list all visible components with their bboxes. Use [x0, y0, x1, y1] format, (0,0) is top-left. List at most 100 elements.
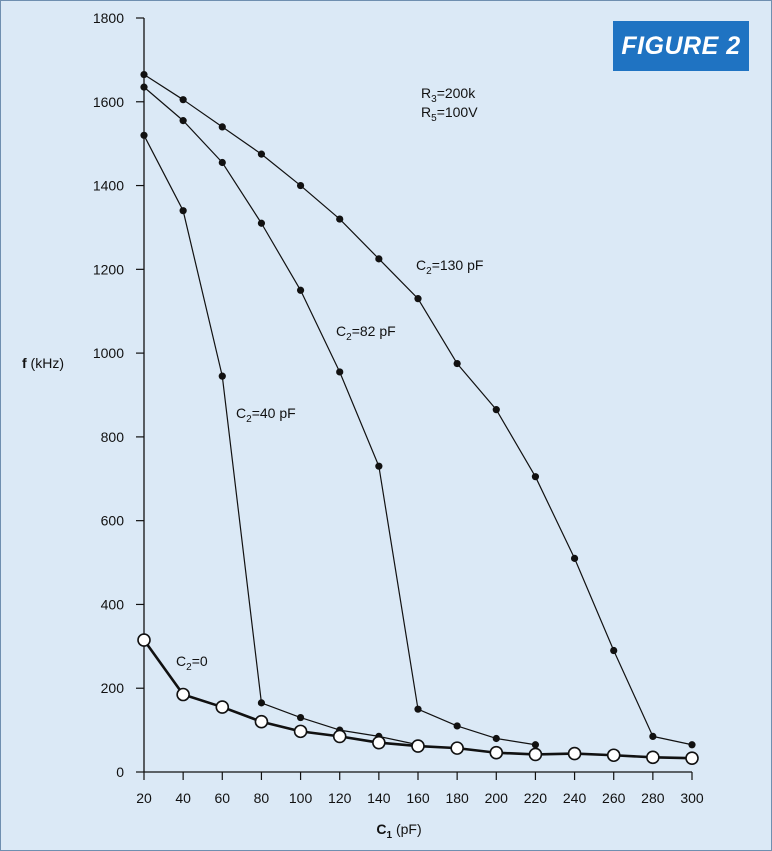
data-point — [531, 741, 540, 749]
data-point — [176, 687, 190, 702]
y-tick-label: 1600 — [93, 94, 124, 110]
x-tick-label: 300 — [680, 790, 704, 806]
series-label-0-sub: 2 — [426, 266, 432, 277]
x-axis-title: C1 (pF) — [376, 821, 421, 841]
series-label-0-rest: =130 pF — [432, 257, 484, 273]
series-label-1: C2=82 pF — [336, 323, 396, 343]
data-point — [137, 633, 151, 647]
data-point — [332, 729, 347, 744]
y-tick-label: 1000 — [93, 345, 124, 361]
x-axis-title-symbol: C — [376, 821, 386, 837]
x-tick-label: 240 — [563, 790, 587, 806]
data-point — [257, 150, 266, 158]
param-label-0-main: R — [421, 85, 431, 101]
data-point — [218, 372, 226, 380]
data-point — [489, 745, 504, 760]
data-point — [257, 699, 266, 707]
series-label-3-rest: =0 — [192, 653, 208, 669]
data-point — [179, 117, 187, 125]
param-label-1-main: R — [421, 104, 431, 120]
x-tick-label: 280 — [641, 790, 665, 806]
data-point — [646, 750, 660, 765]
data-point — [336, 368, 344, 376]
x-tick-label: 80 — [254, 790, 270, 806]
y-tick-label: 1800 — [93, 10, 124, 26]
data-point — [296, 713, 305, 722]
data-point — [179, 96, 187, 104]
x-tick-label: 260 — [602, 790, 626, 806]
param-label-0-sub: 3 — [431, 94, 437, 105]
data-point — [218, 123, 226, 131]
series-line — [143, 86, 536, 746]
data-point — [685, 751, 699, 765]
data-point — [688, 741, 696, 749]
data-point — [411, 739, 425, 753]
series-label-3: C2=0 — [176, 653, 208, 673]
series-label-2: C2=40 pF — [236, 405, 296, 425]
data-point — [257, 219, 266, 227]
data-point — [215, 700, 230, 714]
data-point — [336, 215, 344, 223]
data-point — [528, 747, 543, 762]
x-tick-label: 140 — [367, 790, 391, 806]
y-tick-label: 400 — [101, 596, 125, 612]
series-1 — [140, 83, 540, 749]
y-tick-label: 1200 — [93, 261, 124, 277]
x-axis-title-sub: 1 — [387, 830, 393, 841]
data-point — [453, 722, 461, 730]
data-point — [296, 181, 305, 190]
x-tick-label: 160 — [406, 790, 430, 806]
x-tick-label: 60 — [214, 790, 230, 806]
x-axis-title-unit: (pF) — [392, 821, 422, 837]
data-point — [414, 705, 422, 713]
data-point — [649, 732, 657, 740]
data-point — [531, 473, 540, 481]
x-tick-label: 180 — [445, 790, 469, 806]
data-point — [375, 255, 383, 263]
data-point — [606, 748, 621, 763]
y-tick-label: 200 — [101, 680, 125, 696]
y-axis-title-symbol: f — [22, 355, 27, 371]
param-label-1-sub: 5 — [431, 113, 437, 124]
series-label-0-main: C — [416, 257, 426, 273]
data-point — [254, 714, 269, 729]
series-label-2-sub: 2 — [246, 414, 252, 425]
y-tick-label: 0 — [116, 764, 124, 780]
param-label-1-rest: =100V — [437, 104, 479, 120]
x-tick-label: 200 — [485, 790, 509, 806]
series-3 — [137, 633, 699, 765]
series-label-3-main: C — [176, 653, 186, 669]
data-point — [372, 735, 386, 750]
x-tick-label: 220 — [524, 790, 548, 806]
data-point — [140, 131, 148, 139]
param-label-0: R3=200k — [421, 85, 476, 105]
figure-badge: FIGURE 2 — [613, 21, 749, 71]
data-point — [140, 83, 148, 91]
series-label-0: C2=130 pF — [416, 257, 483, 277]
series-label-2-main: C — [236, 405, 246, 421]
x-tick-label: 20 — [136, 790, 152, 806]
data-point — [218, 158, 226, 167]
x-tick-label: 40 — [175, 790, 191, 806]
data-point — [567, 746, 582, 761]
param-label-1: R5=100V — [421, 104, 478, 124]
data-point — [570, 554, 579, 562]
data-point — [293, 724, 308, 739]
y-tick-label: 800 — [101, 429, 125, 445]
y-axis-title-unit: (kHz) — [27, 355, 64, 371]
x-tick-label: 120 — [328, 790, 352, 806]
series-label-1-sub: 2 — [346, 332, 352, 343]
data-point — [492, 734, 500, 743]
data-point — [296, 286, 305, 294]
series-0 — [140, 70, 696, 749]
series-label-2-rest: =40 pF — [252, 405, 296, 421]
data-point — [140, 70, 148, 79]
series-layer — [137, 70, 699, 765]
y-axis-title: f (kHz) — [22, 355, 64, 371]
series-label-1-main: C — [336, 323, 346, 339]
y-tick-label: 600 — [101, 513, 125, 529]
